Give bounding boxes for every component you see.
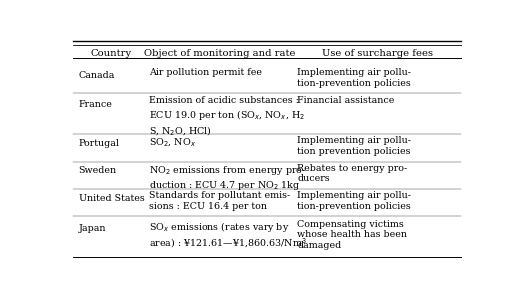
Text: Air pollution permit fee: Air pollution permit fee (149, 68, 262, 77)
Text: Standards for pollutant emis-
sions : ECU 16.4 per ton: Standards for pollutant emis- sions : EC… (149, 191, 290, 211)
Text: Use of surcharge fees: Use of surcharge fees (322, 49, 433, 58)
Text: SO$_2$, NO$_x$: SO$_2$, NO$_x$ (149, 136, 196, 148)
Text: Canada: Canada (79, 71, 115, 79)
Text: Implementing air pollu-
tion-prevention policies: Implementing air pollu- tion-prevention … (297, 191, 411, 211)
Text: SO$_x$ emissions (rates vary by
area) : ¥121.61—¥1,860.63/Nm$^3$: SO$_x$ emissions (rates vary by area) : … (149, 219, 307, 250)
Text: Emission of acidic substances :
ECU 19.0 per ton (SO$_x$, NO$_x$, H$_2$
S, N$_2$: Emission of acidic substances : ECU 19.0… (149, 96, 305, 137)
Text: NO$_2$ emissions from energy pro-
duction : ECU 4.7 per NO$_2$ 1kg: NO$_2$ emissions from energy pro- ductio… (149, 164, 306, 192)
Text: Object of monitoring and rate: Object of monitoring and rate (144, 49, 296, 58)
Text: Country: Country (90, 49, 131, 58)
Text: Implementing air pollu-
tion-prevention policies: Implementing air pollu- tion-prevention … (297, 68, 411, 88)
Text: Compensating victims
whose health has been
damaged: Compensating victims whose health has be… (297, 219, 407, 250)
Text: Financial assistance: Financial assistance (297, 96, 394, 105)
Text: Implementing air pollu-
tion prevention policies: Implementing air pollu- tion prevention … (297, 136, 411, 156)
Text: Japan: Japan (79, 224, 106, 233)
Text: Sweden: Sweden (79, 166, 117, 176)
Text: France: France (79, 100, 113, 109)
Text: Rebates to energy pro-
ducers: Rebates to energy pro- ducers (297, 164, 407, 183)
Text: Portugal: Portugal (79, 139, 119, 148)
Text: United States: United States (79, 194, 144, 203)
